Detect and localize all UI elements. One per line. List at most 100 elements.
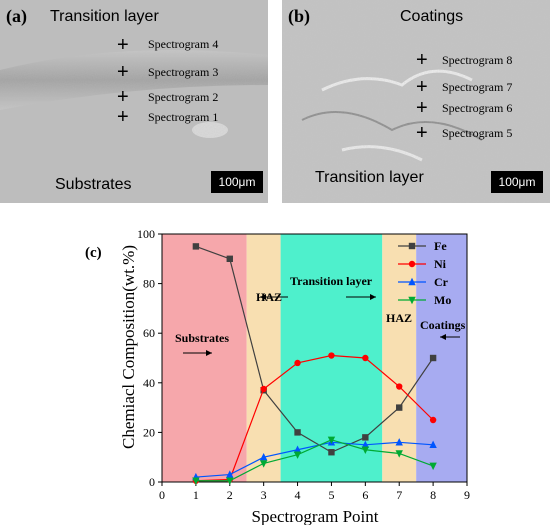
data-point-fe: [429, 354, 437, 362]
legend-marker-mo: [408, 296, 416, 305]
x-tick-label: 0: [159, 488, 165, 502]
spectrogram-5-label: Spectrogram 5: [442, 126, 513, 140]
legend-label-fe: Fe: [434, 239, 447, 253]
legend-marker-ni: [408, 260, 416, 268]
legend-label-ni: Ni: [434, 257, 447, 271]
region-band-0: [162, 234, 247, 482]
legend-label-cr: Cr: [434, 275, 449, 289]
data-point-fe: [294, 429, 301, 436]
y-tick-label: 100: [137, 227, 155, 241]
data-point-mo: [361, 446, 370, 454]
panel-a-label: (a): [6, 6, 27, 26]
data-point-cr: [361, 440, 370, 448]
spectrogram-2-label: Spectrogram 2: [148, 90, 219, 104]
data-point-cr: [293, 445, 302, 453]
annotation-coatings: Coatings: [420, 318, 466, 332]
spectrogram-7-label: Spectrogram 7: [442, 80, 513, 94]
annotation-transition-layer: Transition layer: [290, 274, 373, 288]
annotation-transition-arrow-right-head: [370, 294, 376, 300]
annotation-coatings-arrow-head: [440, 334, 446, 340]
annotation-substrates: Substrates: [175, 331, 229, 345]
spectrogram-8-label: Spectrogram 8: [442, 53, 513, 67]
x-tick-label: 5: [328, 488, 334, 502]
spectrogram-2-marker: +: [117, 86, 129, 108]
data-point-fe: [328, 449, 335, 456]
spectrogram-7-marker: +: [416, 76, 428, 98]
x-tick-label: 1: [193, 488, 199, 502]
spectrogram-8-marker: +: [416, 49, 428, 71]
x-tick-label: 6: [362, 488, 368, 502]
data-point-cr: [259, 453, 268, 461]
x-tick-label: 8: [430, 488, 436, 502]
x-axis-title: Spectrogram Point: [251, 507, 378, 525]
y-axis-title: Chemiacl Composition(wt.%): [119, 245, 138, 449]
y-tick-label: 80: [143, 277, 155, 291]
data-point-mo: [429, 462, 437, 471]
region-band-4: [416, 234, 467, 482]
y-tick-label: 0: [149, 475, 155, 489]
data-point-fe: [396, 404, 403, 411]
plot-frame: [161, 233, 468, 483]
data-point-fe: [362, 434, 369, 441]
annotation-haz-right: HAZ: [386, 311, 412, 325]
micrograph-panel-a: (a) Transition layer Substrates + + + + …: [0, 0, 268, 203]
annotation-substrates-arrow-head: [206, 350, 212, 356]
spectrogram-4-marker: +: [117, 34, 129, 56]
spectrogram-4-label: Spectrogram 4: [148, 37, 219, 51]
data-point-mo: [192, 477, 200, 485]
spectrogram-6-label: Spectrogram 6: [442, 101, 513, 115]
data-point-cr: [226, 470, 234, 478]
micrograph-b-image: [282, 0, 550, 203]
data-point-cr: [395, 438, 403, 446]
legend-marker-cr: [408, 277, 416, 286]
y-tick-label: 60: [143, 326, 155, 340]
spectrogram-3-marker: +: [117, 61, 129, 83]
data-point-mo: [259, 460, 268, 468]
panel-a-bottom-region: Substrates: [55, 176, 132, 193]
spectrogram-3-label: Spectrogram 3: [148, 65, 219, 79]
annotation-transition-arrow-left-head: [260, 294, 266, 300]
spectrogram-1-marker: +: [117, 106, 129, 128]
data-point-ni: [260, 385, 267, 393]
data-point-ni: [328, 352, 335, 359]
data-point-ni: [396, 383, 403, 390]
panel-b-bottom-region: Transition layer: [315, 169, 424, 186]
scale-bar-b: 100μm: [491, 171, 543, 193]
y-tick-label: 20: [143, 425, 155, 439]
x-tick-label: 3: [261, 488, 267, 502]
scale-bar-a: 100μm: [211, 171, 263, 193]
panel-b-top-region: Coatings: [400, 8, 464, 25]
series-line-mo: [195, 439, 434, 482]
series-line-cr: [195, 441, 434, 478]
spectrogram-5-marker: +: [416, 122, 428, 144]
x-tick-label: 2: [227, 488, 233, 502]
legend-label-mo: Mo: [434, 293, 451, 307]
data-point-mo: [226, 477, 234, 485]
x-tick-label: 7: [396, 488, 402, 502]
data-point-mo: [293, 451, 302, 459]
data-point-ni: [294, 359, 301, 367]
data-point-fe: [226, 255, 233, 262]
data-point-ni: [429, 416, 437, 424]
data-point-fe: [192, 243, 200, 250]
y-tick-label: 40: [143, 376, 155, 390]
x-tick-label: 4: [295, 488, 301, 502]
micrograph-a-image: [0, 0, 268, 203]
series-line-fe: [195, 245, 434, 453]
data-point-cr: [429, 440, 437, 448]
panel-a-top-region: Transition layer: [50, 8, 159, 25]
region-band-1: [246, 234, 281, 482]
composition-chart-svg: 0 1 2 3 4 5 6 7 8 9 0 20 40 60 80 100 (c) Spectrogram P…: [85, 227, 470, 526]
legend-marker-fe: [408, 242, 416, 250]
series-line-ni: [195, 354, 434, 482]
composition-chart: 0 1 2 3 4 5 6 7 8 9 0 20 40 60 80 100 (c) Spectrogram P…: [0, 210, 550, 526]
spectrogram-1-label: Spectrogram 1: [148, 110, 219, 124]
x-tick-label: 9: [464, 488, 470, 502]
panel-b-label: (b): [288, 6, 310, 26]
data-point-mo: [327, 436, 336, 445]
micrograph-panel-b: (b) Coatings Transition layer + + + + Sp…: [282, 0, 550, 203]
chart-panel-label: (c): [85, 245, 102, 261]
spectrogram-6-marker: +: [416, 97, 428, 119]
data-point-ni: [362, 354, 369, 362]
data-point-mo: [395, 450, 403, 458]
